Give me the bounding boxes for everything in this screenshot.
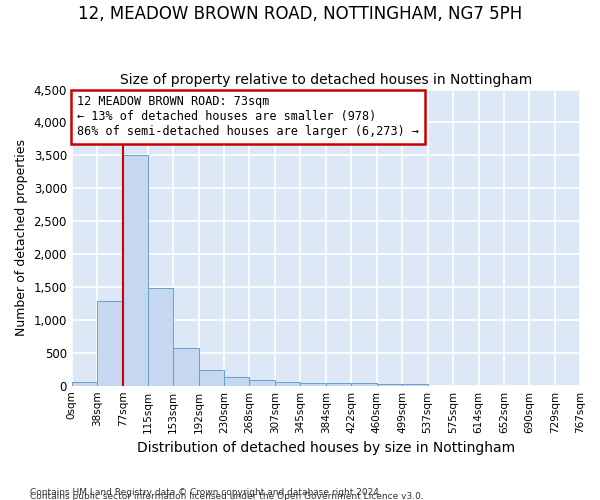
Text: Contains HM Land Registry data © Crown copyright and database right 2024.: Contains HM Land Registry data © Crown c…	[30, 488, 382, 497]
Bar	[301, 382, 326, 386]
Bar	[97, 302, 123, 386]
Bar	[352, 383, 377, 386]
Bar	[199, 370, 224, 386]
Text: 12 MEADOW BROWN ROAD: 73sqm
← 13% of detached houses are smaller (978)
86% of se: 12 MEADOW BROWN ROAD: 73sqm ← 13% of det…	[77, 96, 419, 138]
Bar	[72, 382, 97, 386]
Y-axis label: Number of detached properties: Number of detached properties	[15, 139, 28, 336]
Title: Size of property relative to detached houses in Nottingham: Size of property relative to detached ho…	[120, 73, 532, 87]
Bar	[123, 156, 148, 386]
Bar	[250, 380, 275, 386]
Text: 12, MEADOW BROWN ROAD, NOTTINGHAM, NG7 5PH: 12, MEADOW BROWN ROAD, NOTTINGHAM, NG7 5…	[78, 5, 522, 23]
X-axis label: Distribution of detached houses by size in Nottingham: Distribution of detached houses by size …	[137, 441, 515, 455]
Bar	[377, 384, 403, 386]
Bar	[403, 384, 428, 386]
Bar	[326, 382, 352, 386]
Bar	[148, 288, 173, 386]
Bar	[224, 377, 250, 386]
Bar	[275, 382, 301, 386]
Text: Contains public sector information licensed under the Open Government Licence v3: Contains public sector information licen…	[30, 492, 424, 500]
Bar	[173, 348, 199, 386]
